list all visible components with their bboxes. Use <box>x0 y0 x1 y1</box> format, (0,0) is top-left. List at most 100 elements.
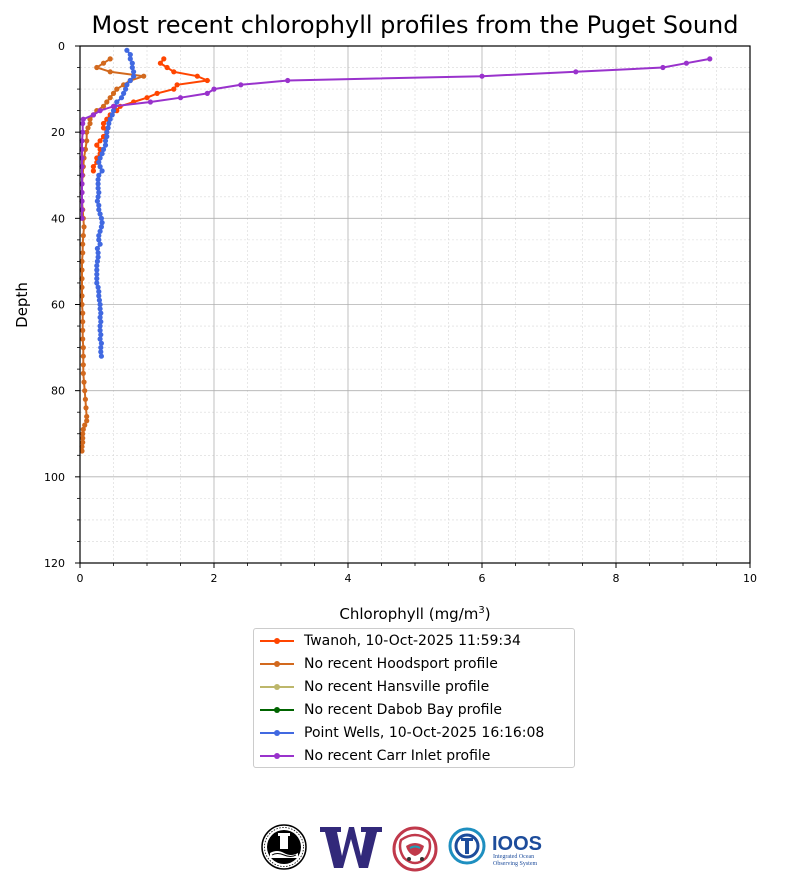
data-point <box>194 73 200 79</box>
data-point <box>96 172 102 178</box>
data-point <box>94 258 100 264</box>
data-point <box>84 138 90 144</box>
data-point <box>110 103 117 109</box>
legend-item: Point Wells, 10-Oct-2025 16:16:08 <box>260 723 544 743</box>
data-point <box>96 293 102 299</box>
data-point <box>109 112 115 118</box>
data-point <box>97 155 103 161</box>
data-point <box>90 112 96 118</box>
data-point <box>97 327 103 333</box>
data-point <box>79 155 85 161</box>
data-point <box>104 133 110 140</box>
legend-dot <box>274 707 280 713</box>
legend-swatch <box>260 634 294 648</box>
legend-swatch <box>260 703 294 717</box>
data-point <box>127 56 133 62</box>
data-point <box>96 159 102 165</box>
data-point <box>98 345 104 351</box>
data-point <box>573 69 579 75</box>
data-point <box>96 202 102 208</box>
data-point <box>80 120 86 127</box>
partner-logos: IOOS Integrated Ocean Observing System <box>0 822 800 874</box>
data-point <box>144 95 150 101</box>
chart-title: Most recent chlorophyll profiles from th… <box>92 11 739 39</box>
legend-label: Point Wells, 10-Oct-2025 16:16:08 <box>304 725 545 741</box>
data-point <box>97 336 103 342</box>
data-point <box>83 405 89 411</box>
data-point <box>98 340 104 346</box>
legend-label: No recent Dabob Bay profile <box>304 702 502 718</box>
data-point <box>79 138 85 144</box>
data-point <box>98 349 104 355</box>
data-point <box>105 125 111 131</box>
data-point <box>121 90 127 96</box>
legend-label: No recent Hansville profile <box>304 679 490 695</box>
data-point <box>79 172 85 178</box>
legend-swatch <box>260 680 294 694</box>
data-point <box>79 207 85 213</box>
data-point <box>104 129 110 135</box>
y-tick-label: 20 <box>51 126 65 139</box>
data-point <box>97 108 103 114</box>
x-axis: 0 2 4 6 8 10 <box>77 563 757 585</box>
legend-label: No recent Carr Inlet profile <box>304 748 491 764</box>
data-point <box>100 125 107 131</box>
data-point <box>211 86 217 92</box>
data-point <box>174 82 180 88</box>
data-point <box>131 73 137 79</box>
legend-item: No recent Carr Inlet profile <box>260 746 490 766</box>
data-point <box>97 228 103 234</box>
data-point <box>94 64 100 71</box>
legend-item: No recent Hoodsport profile <box>260 654 498 674</box>
data-point <box>94 280 100 286</box>
series-1 <box>79 56 147 454</box>
data-point <box>100 120 107 127</box>
y-tick-label: 80 <box>51 385 65 398</box>
legend-swatch <box>260 726 294 740</box>
data-point <box>80 336 86 342</box>
data-point <box>102 138 109 144</box>
y-tick-label: 0 <box>58 40 65 53</box>
data-point <box>98 332 104 338</box>
data-point <box>97 211 103 217</box>
data-point <box>97 164 103 170</box>
data-point <box>97 241 103 247</box>
data-point <box>95 250 101 256</box>
data-point <box>104 99 110 105</box>
data-point <box>96 207 102 213</box>
data-point <box>147 99 153 105</box>
data-point <box>285 77 291 84</box>
legend-swatch <box>260 657 294 671</box>
data-point <box>79 293 85 299</box>
ioos-logo: IOOS Integrated Ocean Observing System <box>448 827 542 867</box>
legend-item: No recent Dabob Bay profile <box>260 700 502 720</box>
data-point <box>660 64 666 71</box>
data-point <box>110 108 117 114</box>
data-point <box>80 129 86 135</box>
legend-dot <box>274 753 280 759</box>
data-point <box>100 60 107 66</box>
data-point <box>79 146 85 152</box>
data-point <box>81 224 87 230</box>
data-point <box>171 86 177 92</box>
legend-swatch <box>260 749 294 763</box>
data-point <box>80 362 86 368</box>
data-point <box>96 297 102 303</box>
data-point <box>80 250 86 256</box>
data-point <box>82 396 88 402</box>
data-point <box>84 129 90 135</box>
x-tick-label: 6 <box>479 572 486 585</box>
data-point <box>95 177 101 183</box>
data-point <box>80 353 86 359</box>
data-point <box>98 310 104 316</box>
data-point <box>107 56 113 62</box>
series-line <box>95 49 135 357</box>
data-point <box>90 168 96 174</box>
data-point <box>79 189 85 196</box>
data-point <box>80 241 86 247</box>
ioos-subtitle-line2: Observing System <box>493 861 537 867</box>
legend-label: Twanoh, 10-Oct-2025 11:59:34 <box>304 633 521 649</box>
data-point <box>84 418 90 424</box>
data-point <box>127 52 133 58</box>
data-point <box>479 73 485 79</box>
